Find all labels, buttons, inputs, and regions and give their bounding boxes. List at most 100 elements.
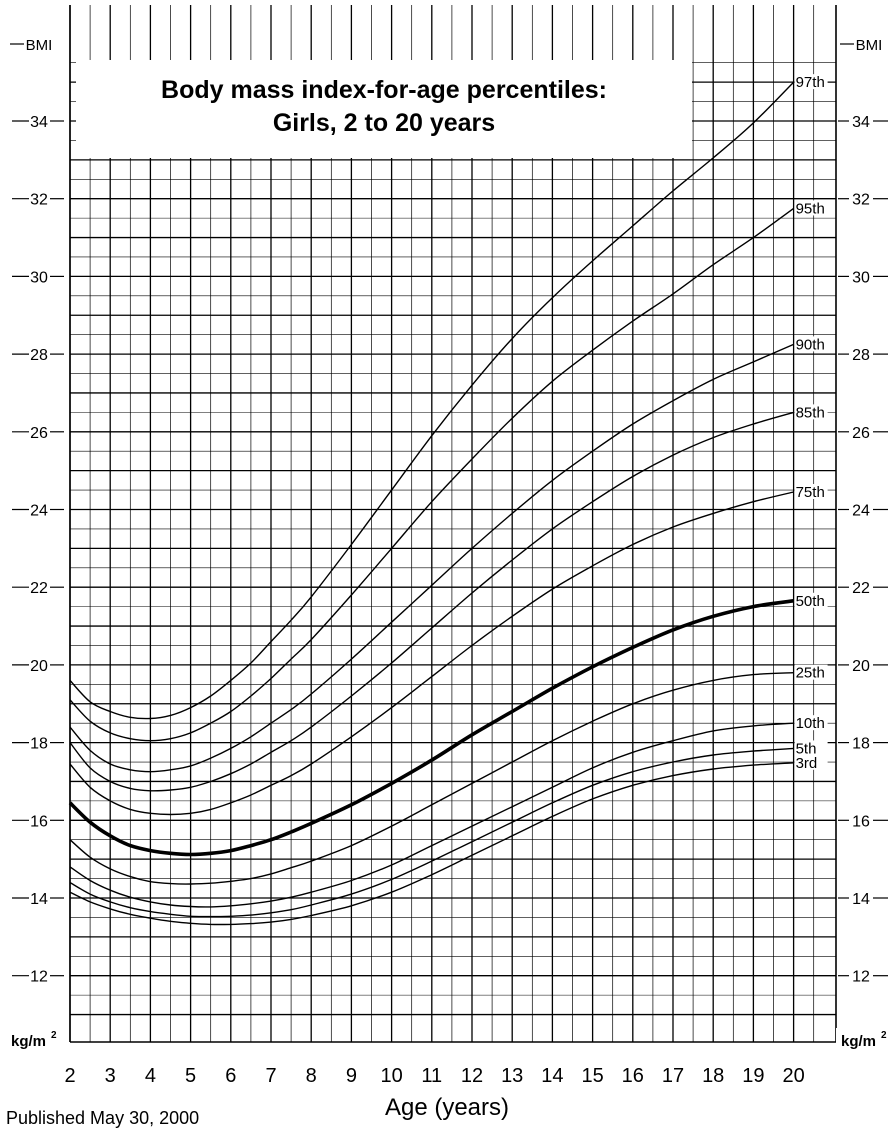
percentile-label-85th: 85th — [796, 404, 825, 421]
published-note: Published May 30, 2000 — [6, 1108, 200, 1128]
percentile-curve-97th — [69, 81, 795, 720]
y-tick-label-bg — [849, 578, 873, 597]
y-tick-label-right: 24 — [852, 503, 870, 520]
y-tick-label-left: 28 — [30, 347, 48, 364]
percentile-label-50th: 50th — [796, 593, 825, 610]
percentile-curve-10th — [69, 722, 794, 908]
y-tick-label-bg — [28, 889, 50, 907]
unit-label-bg — [6, 1028, 64, 1050]
y-tick-label-left: 12 — [30, 969, 48, 986]
x-tick-label: 13 — [501, 1065, 523, 1087]
y-tick-label-bg — [28, 578, 50, 597]
y-tick-label-right: 28 — [852, 347, 870, 364]
percentile-label-bg — [794, 74, 828, 90]
percentile-curve-75th — [69, 491, 794, 816]
y-tick-label-bg — [849, 811, 873, 830]
y-tick-label-bg — [849, 422, 873, 441]
y-tick-label-right: 26 — [852, 425, 870, 442]
percentile-label-bg — [794, 336, 828, 352]
y-tick-label-bg — [849, 500, 873, 519]
y-tick-label-bg — [28, 345, 50, 364]
bmi-label-bg — [22, 35, 56, 53]
x-tick-label: 4 — [145, 1065, 156, 1087]
bmi-label-bg — [852, 35, 886, 53]
x-tick-label: 19 — [742, 1065, 764, 1087]
x-tick-label: 9 — [346, 1065, 357, 1087]
x-tick-label: 15 — [581, 1065, 603, 1087]
y-tick-label-bg — [28, 966, 50, 985]
percentile-label-90th: 90th — [796, 336, 825, 353]
chart-title-box: Body mass index-for-age percentiles: Gir… — [76, 60, 692, 158]
x-tick-label: 3 — [105, 1065, 116, 1087]
y-tick-label-bg — [849, 655, 873, 674]
percentile-label-25th: 25th — [796, 665, 825, 682]
y-tick-label-left: 30 — [30, 269, 48, 286]
bmi-label-left: BMI — [26, 37, 53, 54]
x-tick-label: 10 — [380, 1065, 402, 1087]
unit-label-sup-right: 2 — [881, 1030, 887, 1041]
x-tick-label: 2 — [64, 1065, 75, 1087]
y-tick-label-bg — [849, 733, 873, 752]
percentile-label-bg — [794, 200, 828, 216]
unit-label-left: kg/m — [11, 1033, 46, 1050]
y-tick-label-bg — [849, 345, 873, 364]
y-tick-label-bg — [849, 189, 873, 208]
y-tick-label-bg — [28, 655, 50, 674]
chart-subtitle: Girls, 2 to 20 years — [272, 109, 496, 137]
x-tick-label: 14 — [541, 1065, 563, 1087]
x-tick-label: 6 — [225, 1065, 236, 1087]
x-tick-label: 5 — [185, 1065, 196, 1087]
percentile-label-75th: 75th — [796, 484, 825, 501]
x-tick-label: 17 — [662, 1065, 684, 1087]
percentile-curves — [68, 81, 795, 926]
bmi-label-right: BMI — [856, 37, 883, 54]
percentile-label-bg — [794, 740, 828, 756]
y-tick-label-bg — [28, 267, 50, 286]
percentile-curve-5th — [69, 747, 794, 918]
percentile-curve-25th — [69, 672, 794, 885]
y-tick-label-right: 34 — [852, 114, 870, 131]
percentile-curve-3rd — [69, 762, 794, 926]
y-tick-label-right: 18 — [852, 736, 870, 753]
percentile-label-95th: 95th — [796, 200, 825, 217]
x-tick-label: 20 — [782, 1065, 804, 1087]
y-tick-label-left: 14 — [30, 891, 48, 908]
percentile-label-10th: 10th — [796, 715, 825, 732]
y-tick-label-bg — [849, 966, 873, 985]
y-tick-label-left: 32 — [30, 192, 48, 209]
y-tick-label-bg — [849, 267, 873, 286]
y-tick-label-left: 16 — [30, 813, 48, 830]
percentile-label-bg — [794, 592, 828, 608]
percentile-label-bg — [794, 664, 828, 680]
percentile-curve-50th — [68, 599, 794, 857]
percentile-curve-85th — [69, 411, 794, 792]
y-tick-label-left: 18 — [30, 736, 48, 753]
percentile-label-bg — [794, 715, 828, 731]
percentile-label-97th: 97th — [796, 74, 825, 91]
y-tick-label-bg — [28, 112, 50, 130]
unit-label-sup-left: 2 — [51, 1030, 57, 1041]
y-tick-label-bg — [28, 811, 50, 830]
y-tick-label-right: 32 — [852, 192, 870, 209]
chart-title: Body mass index-for-age percentiles: — [161, 76, 607, 104]
percentile-label-bg — [794, 404, 828, 420]
y-tick-label-right: 30 — [852, 269, 870, 286]
unit-label-right: kg/m — [841, 1033, 876, 1050]
y-tick-label-bg — [849, 112, 873, 130]
percentile-curve-90th — [69, 343, 794, 773]
y-tick-label-bg — [28, 733, 50, 752]
percentile-label-bg — [794, 754, 828, 770]
x-tick-label: 16 — [622, 1065, 644, 1087]
x-tick-label: 18 — [702, 1065, 724, 1087]
y-tick-label-right: 14 — [852, 891, 870, 908]
x-axis-title: Age (years) — [385, 1094, 509, 1121]
y-tick-label-left: 24 — [30, 503, 48, 520]
y-tick-label-right: 16 — [852, 813, 870, 830]
percentile-curve-95th — [69, 207, 795, 742]
percentile-label-bg — [794, 484, 828, 500]
x-tick-label: 11 — [421, 1065, 442, 1087]
percentile-label-3rd: 3rd — [796, 755, 818, 772]
unit-label-bg — [836, 1028, 894, 1050]
